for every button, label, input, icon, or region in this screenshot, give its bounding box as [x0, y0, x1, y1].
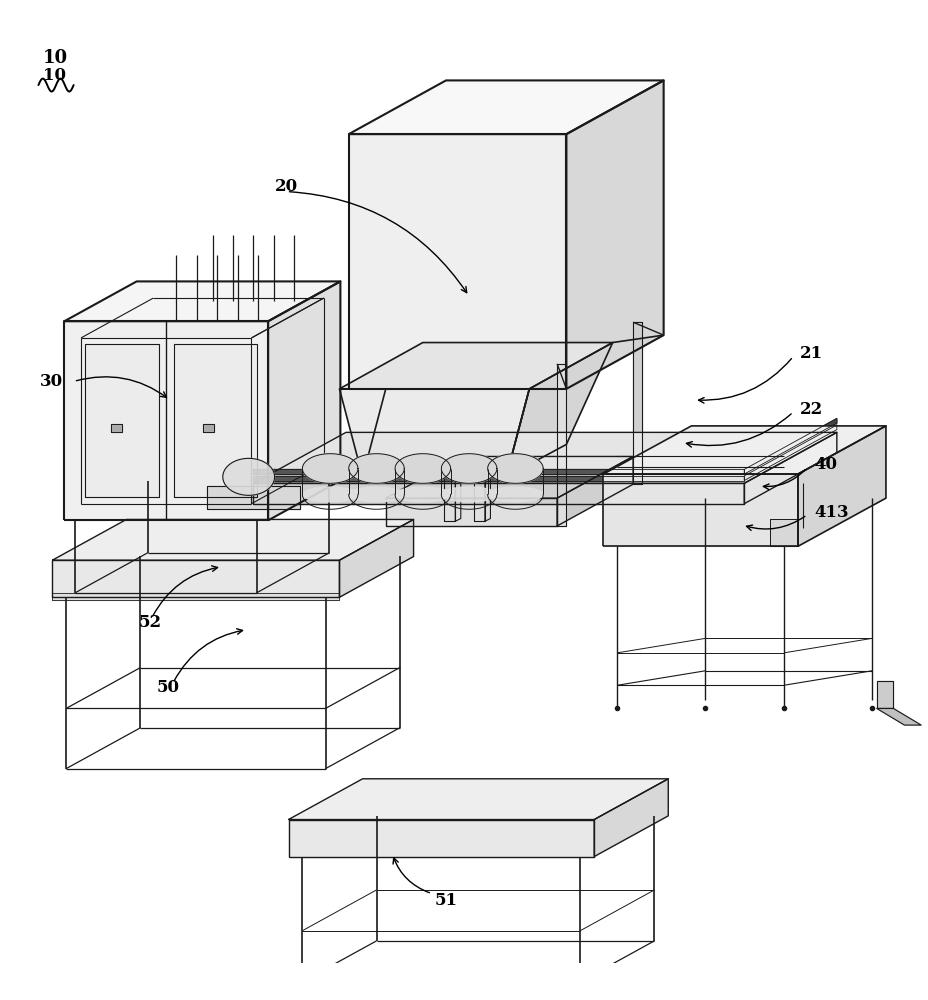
Polygon shape — [444, 477, 455, 521]
Polygon shape — [506, 343, 612, 477]
Polygon shape — [876, 681, 893, 708]
Polygon shape — [52, 593, 339, 600]
Text: 10: 10 — [43, 67, 66, 84]
Polygon shape — [743, 418, 836, 474]
Polygon shape — [303, 487, 357, 502]
Polygon shape — [632, 322, 641, 484]
Polygon shape — [202, 424, 213, 432]
Polygon shape — [110, 424, 122, 432]
Polygon shape — [455, 474, 460, 521]
Polygon shape — [348, 80, 663, 134]
Polygon shape — [594, 779, 667, 857]
Polygon shape — [441, 487, 496, 502]
Polygon shape — [394, 487, 450, 502]
Polygon shape — [797, 426, 885, 546]
Polygon shape — [253, 469, 743, 474]
Polygon shape — [557, 456, 632, 526]
Polygon shape — [743, 432, 836, 504]
Polygon shape — [557, 364, 566, 526]
Text: 40: 40 — [814, 456, 837, 473]
Polygon shape — [348, 454, 404, 483]
Polygon shape — [348, 134, 566, 389]
Text: 20: 20 — [275, 178, 298, 195]
Text: 22: 22 — [799, 401, 822, 418]
Polygon shape — [394, 454, 450, 483]
Polygon shape — [769, 519, 797, 546]
Text: 21: 21 — [799, 345, 822, 362]
Polygon shape — [253, 483, 743, 504]
Polygon shape — [339, 519, 413, 597]
Text: 52: 52 — [138, 614, 161, 631]
Polygon shape — [339, 343, 612, 389]
Polygon shape — [348, 487, 404, 502]
Polygon shape — [603, 426, 885, 474]
Text: 10: 10 — [43, 49, 68, 67]
Polygon shape — [441, 454, 496, 483]
Polygon shape — [339, 389, 529, 477]
Polygon shape — [484, 474, 490, 521]
Polygon shape — [289, 820, 594, 857]
Polygon shape — [174, 344, 257, 497]
Polygon shape — [64, 321, 268, 520]
Polygon shape — [253, 476, 743, 481]
Polygon shape — [223, 458, 275, 495]
Polygon shape — [253, 432, 836, 483]
Polygon shape — [743, 425, 836, 481]
Polygon shape — [268, 281, 340, 520]
Polygon shape — [566, 80, 663, 389]
Text: 30: 30 — [40, 373, 63, 390]
Text: 413: 413 — [814, 504, 848, 521]
Polygon shape — [603, 474, 797, 546]
Polygon shape — [385, 498, 557, 526]
Polygon shape — [207, 486, 300, 509]
Polygon shape — [84, 344, 159, 497]
Polygon shape — [64, 281, 340, 321]
Polygon shape — [473, 477, 484, 521]
Polygon shape — [362, 389, 529, 477]
Polygon shape — [289, 779, 667, 820]
Polygon shape — [487, 487, 543, 502]
Polygon shape — [876, 708, 921, 725]
Text: 51: 51 — [434, 892, 458, 909]
Text: 50: 50 — [157, 679, 180, 696]
Polygon shape — [52, 519, 413, 560]
Polygon shape — [385, 456, 632, 498]
Polygon shape — [303, 454, 357, 483]
Polygon shape — [52, 560, 339, 597]
Polygon shape — [487, 454, 543, 483]
